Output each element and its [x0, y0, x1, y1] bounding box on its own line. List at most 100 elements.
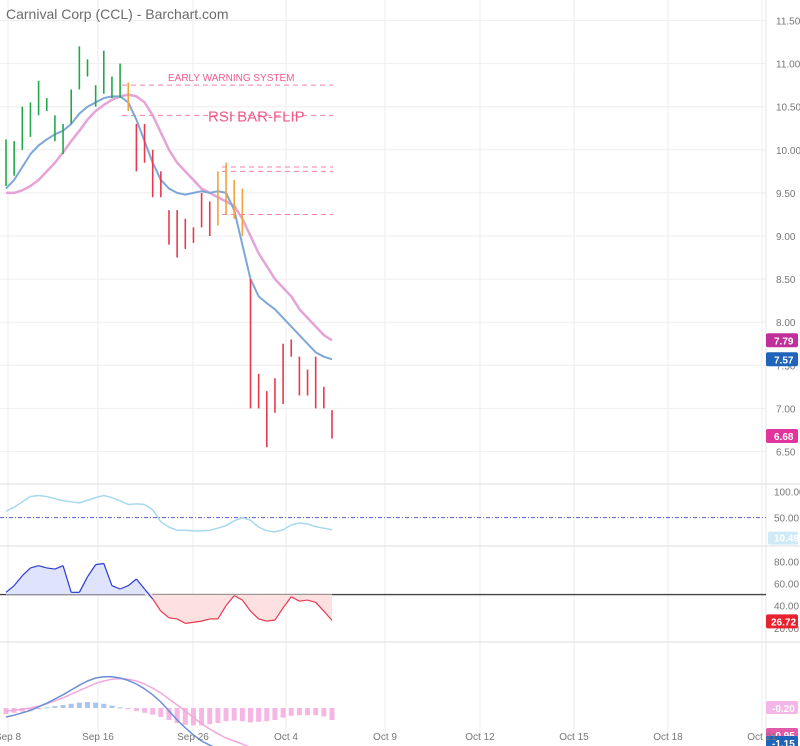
x-tick-label: Oct 9 — [373, 732, 397, 743]
rsi-tick-label: 50.00 — [774, 514, 799, 525]
macd-histogram-bar — [231, 708, 237, 721]
stoch-line-segment — [290, 596, 300, 602]
stoch-line-segment — [13, 575, 23, 587]
stoch-line-segment — [78, 576, 89, 593]
x-tick-label: Oct 21 — [747, 732, 777, 743]
macd-histogram-bar — [117, 707, 123, 709]
stoch-value-label: 26.72 — [771, 617, 796, 628]
stoch-line-segment — [21, 567, 31, 577]
stoch-line-segment — [111, 585, 121, 590]
stoch-line-segment — [30, 565, 39, 569]
price-tag — [766, 352, 798, 367]
stoch-line-segment — [258, 618, 267, 622]
price-tag — [766, 333, 798, 348]
stoch-line-segment — [54, 565, 64, 570]
macd-histogram-bar — [174, 708, 180, 723]
stoch-line-segment — [103, 563, 113, 586]
y-tick-label: 7.50 — [776, 361, 796, 372]
stoch-fill-above — [6, 563, 332, 595]
y-tick-label: 10.00 — [776, 146, 800, 157]
macd-histogram-bar — [223, 708, 229, 722]
stoch-tick-label: 40.00 — [774, 602, 799, 613]
macd-histogram-bar — [60, 705, 66, 708]
x-tick-label: Oct 18 — [653, 732, 683, 743]
price-tag-label: 6.68 — [774, 432, 794, 443]
macd-histogram-bar — [101, 703, 107, 708]
macd-histogram-bar — [280, 708, 286, 718]
macd-histogram-bar — [321, 708, 327, 717]
y-tick-label: 6.50 — [776, 448, 796, 459]
macd-histogram-bar — [166, 708, 172, 720]
stoch-tick-label: 20.00 — [774, 624, 799, 635]
annotation-rsi-bar-flip: RSI BAR-FLIP — [208, 108, 305, 125]
stoch-line-segment — [185, 621, 194, 624]
stoch-line-segment — [168, 617, 178, 620]
macd-histogram-bar — [133, 708, 139, 711]
y-tick-label: 7.00 — [776, 404, 796, 415]
stoch-tick-label: 60.00 — [774, 579, 799, 590]
stoch-line-segment — [201, 618, 210, 622]
stoch-line-segment — [160, 610, 170, 619]
rsi-value-label: 10.49 — [774, 534, 799, 545]
x-tick-label: Oct 12 — [465, 732, 495, 743]
stoch-line-segment — [323, 610, 333, 621]
stoch-line-segment — [299, 599, 308, 602]
y-tick-label: 8.00 — [776, 318, 796, 329]
macd-histogram-bar — [305, 708, 311, 716]
stoch-line-segment — [193, 620, 202, 623]
x-tick-label: Sep 16 — [82, 732, 114, 743]
stoch-line-segment — [152, 598, 162, 612]
y-tick-label: 11.50 — [776, 17, 800, 28]
macd-histogram-bar — [272, 708, 278, 720]
stoch-line-segment — [95, 562, 104, 566]
macd-histogram-bar — [207, 708, 213, 725]
rsi-line — [5, 494, 333, 533]
stoch-line-segment — [38, 565, 47, 569]
stoch-line-segment — [250, 610, 260, 620]
macd-histogram-bar — [44, 707, 50, 709]
macd-histogram-bar — [288, 708, 294, 716]
stoch-line-segment — [144, 588, 154, 600]
y-tick-label: 9.00 — [776, 232, 796, 243]
macd-line — [5, 676, 214, 746]
macd-histogram-bar — [248, 708, 253, 723]
stoch-line-segment — [274, 607, 284, 621]
stoch-line-segment — [307, 599, 316, 603]
stoch-line-segment — [87, 564, 97, 578]
x-tick-label: Oct 4 — [274, 732, 298, 743]
price-tag-label: 7.57 — [774, 355, 794, 366]
macd-histogram-bar — [296, 708, 302, 716]
stoch-line-segment — [225, 595, 235, 607]
stoch-line-segment — [5, 585, 15, 593]
macd-histogram-bar — [329, 708, 335, 720]
macd-histogram-bar — [199, 708, 205, 726]
stoch-line-segment — [217, 605, 227, 620]
stoch-line-segment — [62, 565, 72, 593]
macd-histogram-bar — [36, 708, 42, 709]
stoch-line-segment — [46, 567, 55, 570]
macd-histogram-bar — [85, 702, 90, 708]
macd-histogram-bar — [256, 708, 262, 722]
stoch-line-segment — [266, 619, 276, 622]
stoch-tick-label: 80.00 — [774, 557, 799, 568]
macd-signal-line — [5, 677, 249, 746]
annotation-early-warning: EARLY WARNING SYSTEM — [168, 73, 295, 84]
macd-histogram-bar — [158, 708, 164, 717]
macd-histogram-bar — [239, 708, 245, 722]
stoch-line-segment — [315, 601, 325, 612]
stoch-line-segment — [135, 578, 146, 590]
rsi-tick-label: 100.00 — [774, 487, 800, 498]
chart-title: Carnival Corp (CCL) - Barchart.com — [6, 6, 229, 22]
price-tag-label: 7.79 — [774, 336, 794, 347]
stoch-line-segment — [119, 585, 129, 590]
ma-slow-line — [6, 93, 333, 342]
macd-histogram-bar — [109, 705, 115, 708]
y-tick-label: 8.50 — [776, 275, 796, 286]
macd-histogram-bar — [93, 702, 99, 708]
macd-histogram-bar — [76, 702, 82, 708]
stoch-line-segment — [241, 599, 251, 612]
price-tag — [766, 428, 798, 443]
macd-histogram-bar — [264, 708, 270, 722]
x-tick-label: Sep 26 — [177, 732, 209, 743]
